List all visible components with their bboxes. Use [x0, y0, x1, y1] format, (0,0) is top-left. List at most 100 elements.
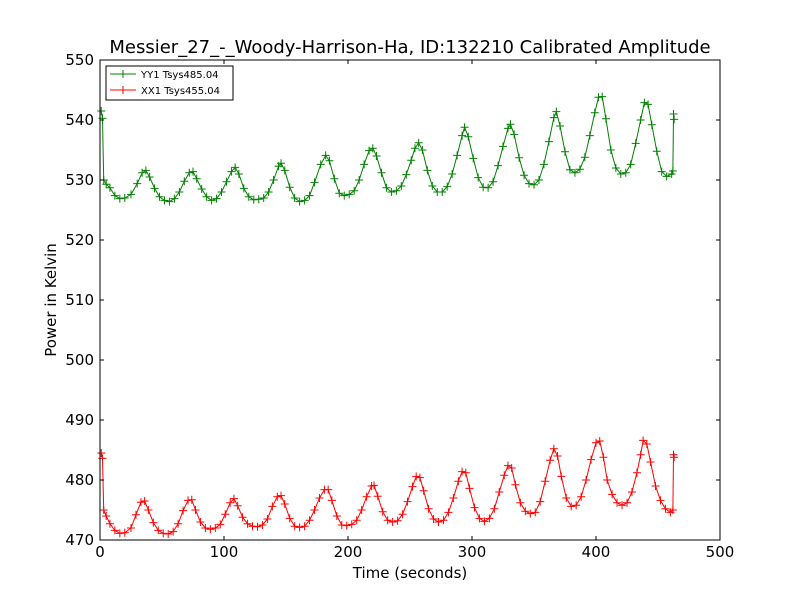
data-point [105, 519, 114, 528]
data-point [639, 436, 648, 445]
data-point [97, 107, 106, 115]
data-point [632, 468, 641, 477]
data-point [490, 504, 499, 513]
data-point [423, 166, 432, 175]
data-point [415, 473, 424, 482]
data-point [526, 509, 535, 518]
data-point [217, 188, 226, 196]
data-point [536, 497, 545, 506]
data-point [557, 472, 566, 481]
data-point [383, 516, 392, 525]
data-point [485, 514, 494, 523]
data-point [273, 492, 282, 501]
data-point [249, 195, 258, 204]
data-point [196, 518, 205, 526]
data-point [221, 510, 230, 519]
data-point [570, 168, 579, 177]
data-point [530, 180, 538, 189]
data-point [174, 519, 183, 528]
data-point [258, 521, 267, 529]
data-point [197, 185, 206, 193]
data-point [310, 506, 319, 514]
data-point [280, 166, 289, 175]
data-point [407, 156, 416, 165]
data-point [636, 116, 645, 124]
data-point [110, 526, 119, 535]
data-point [585, 131, 594, 140]
data-point [382, 183, 391, 192]
y-tick-label: 520 [65, 231, 94, 249]
data-point [475, 514, 484, 523]
data-point [520, 171, 529, 180]
data-point [264, 188, 273, 196]
data-point [243, 519, 252, 528]
data-point [330, 174, 339, 183]
legend-marker [119, 70, 127, 78]
data-point [277, 491, 286, 500]
data-point [642, 440, 651, 448]
x-axis-label: Time (seconds) [352, 564, 468, 582]
data-point [592, 438, 600, 447]
data-point [295, 523, 304, 532]
data-point [170, 194, 179, 203]
data-point [300, 522, 309, 531]
data-point [321, 151, 330, 160]
x-tick-label: 400 [582, 543, 611, 561]
data-point [424, 504, 433, 513]
data-point [646, 458, 655, 466]
data-point [164, 530, 173, 538]
data-point [670, 115, 679, 124]
data-point [601, 114, 610, 123]
data-point [332, 512, 341, 520]
data-point [429, 515, 438, 523]
legend-frame [105, 65, 234, 101]
data-point [377, 168, 386, 177]
data-point [185, 168, 194, 177]
data-point [506, 120, 515, 129]
data-point [102, 180, 111, 189]
data-point [191, 506, 200, 514]
legend-label: YY1 Tsys485.04 [140, 70, 219, 81]
data-point [226, 498, 235, 507]
data-point [222, 177, 231, 186]
data-point [206, 525, 215, 534]
data-point [131, 510, 140, 519]
x-tick-label: 500 [706, 543, 735, 561]
data-point [201, 524, 210, 532]
data-point [510, 130, 519, 139]
plot-area [100, 60, 720, 540]
data-point [290, 522, 299, 531]
data-point [352, 516, 361, 525]
data-point [233, 501, 242, 510]
data-point [315, 494, 324, 502]
data-point [155, 192, 164, 201]
data-point [372, 152, 381, 160]
data-point [631, 139, 640, 148]
data-point [392, 186, 401, 195]
data-point [500, 471, 509, 480]
data-point [507, 464, 516, 472]
chart-title: Messier_27_-_Woody-Harrison-Ha, ID:13221… [109, 37, 710, 58]
data-point [444, 508, 453, 517]
data-point [587, 455, 596, 464]
legend-item: XX1 Tsys455.04 [110, 86, 220, 97]
data-point [154, 526, 163, 535]
data-point [140, 497, 149, 505]
data-point [212, 194, 221, 203]
data-point [310, 178, 319, 187]
data-point [149, 518, 158, 527]
data-point [611, 164, 620, 172]
data-point [616, 170, 625, 178]
data-point [127, 190, 135, 199]
data-point [268, 502, 277, 511]
data-point [503, 124, 512, 133]
data-point [479, 183, 488, 192]
data-point [657, 167, 666, 176]
data-point [461, 468, 470, 477]
data-point [115, 194, 124, 203]
data-point [606, 146, 615, 154]
data-point [525, 179, 534, 188]
data-point [324, 485, 333, 494]
data-point [402, 170, 411, 179]
